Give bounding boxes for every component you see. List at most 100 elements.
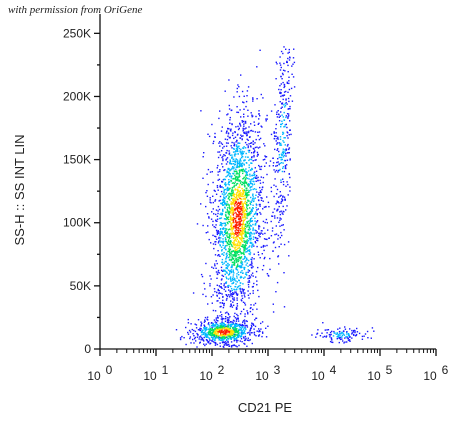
data-point xyxy=(218,236,220,239)
data-point xyxy=(244,195,246,197)
data-point xyxy=(240,262,242,264)
data-point xyxy=(286,61,288,63)
data-point xyxy=(250,258,252,260)
data-point xyxy=(240,257,242,259)
data-point xyxy=(233,292,235,295)
data-point xyxy=(235,153,237,155)
data-point xyxy=(251,167,253,170)
data-point xyxy=(215,220,217,222)
data-point xyxy=(224,223,226,225)
data-point xyxy=(277,148,279,150)
data-point xyxy=(211,333,213,335)
data-point xyxy=(220,339,222,341)
data-point xyxy=(252,193,254,195)
data-point xyxy=(244,212,247,215)
data-point xyxy=(196,336,199,338)
data-point xyxy=(247,200,249,202)
data-point xyxy=(203,327,205,329)
data-point xyxy=(249,327,252,329)
data-point xyxy=(238,231,240,234)
data-point xyxy=(283,170,286,173)
data-point xyxy=(240,181,242,183)
data-point xyxy=(222,323,224,325)
data-point xyxy=(247,156,249,158)
data-point xyxy=(227,168,229,170)
data-point xyxy=(227,229,230,231)
data-point xyxy=(229,199,231,201)
data-point xyxy=(219,234,221,236)
data-point xyxy=(278,263,280,265)
data-point xyxy=(203,332,205,334)
data-point xyxy=(215,241,217,243)
data-point xyxy=(220,322,222,325)
data-point xyxy=(221,156,223,159)
data-point xyxy=(339,334,341,337)
data-point xyxy=(225,203,228,205)
data-point xyxy=(233,183,236,185)
data-point xyxy=(223,201,226,204)
data-point xyxy=(235,327,237,329)
data-point xyxy=(200,331,203,334)
data-point xyxy=(228,128,230,130)
data-point xyxy=(214,132,216,135)
data-point xyxy=(219,244,221,246)
data-point xyxy=(227,263,229,265)
data-point xyxy=(206,335,208,338)
data-point xyxy=(275,185,277,188)
data-point xyxy=(231,337,233,339)
data-point xyxy=(251,156,253,159)
data-point xyxy=(239,165,242,167)
data-point xyxy=(241,229,244,231)
data-point xyxy=(218,326,220,329)
data-point xyxy=(266,244,268,247)
data-point xyxy=(331,341,333,343)
data-point xyxy=(275,132,277,134)
data-point xyxy=(265,156,268,158)
data-point xyxy=(227,278,230,280)
data-point xyxy=(219,169,221,171)
data-point xyxy=(261,321,264,323)
data-point xyxy=(217,254,220,256)
data-point xyxy=(272,157,274,159)
data-point xyxy=(280,92,282,94)
data-point xyxy=(206,213,209,215)
data-point xyxy=(258,331,260,333)
data-point xyxy=(244,228,247,230)
data-point xyxy=(207,332,209,334)
data-point xyxy=(230,128,232,130)
data-point xyxy=(228,204,230,206)
data-point xyxy=(244,327,246,329)
data-point xyxy=(226,297,228,300)
data-point xyxy=(276,113,278,115)
data-point xyxy=(242,220,245,223)
data-point xyxy=(240,200,242,203)
data-point xyxy=(255,335,257,337)
data-point xyxy=(202,224,204,227)
data-point xyxy=(243,241,246,243)
data-point xyxy=(240,275,242,278)
data-point xyxy=(235,233,237,235)
data-point xyxy=(279,217,281,219)
data-point xyxy=(275,123,277,126)
data-point xyxy=(235,176,237,178)
data-point xyxy=(218,297,221,299)
data-point xyxy=(237,332,240,334)
data-point xyxy=(224,225,226,227)
data-point xyxy=(245,251,247,253)
data-point xyxy=(246,192,249,194)
data-point xyxy=(238,325,241,327)
data-point xyxy=(223,344,225,346)
data-point xyxy=(287,113,290,115)
data-point xyxy=(246,242,248,244)
data-point xyxy=(223,251,225,254)
data-point xyxy=(219,345,221,347)
data-point xyxy=(242,333,244,335)
data-point xyxy=(223,222,225,224)
data-point xyxy=(227,331,230,333)
data-point xyxy=(238,256,241,258)
data-point xyxy=(288,173,290,175)
data-point xyxy=(242,130,244,132)
data-point xyxy=(276,161,278,164)
data-point xyxy=(240,233,243,235)
data-point xyxy=(227,207,229,209)
